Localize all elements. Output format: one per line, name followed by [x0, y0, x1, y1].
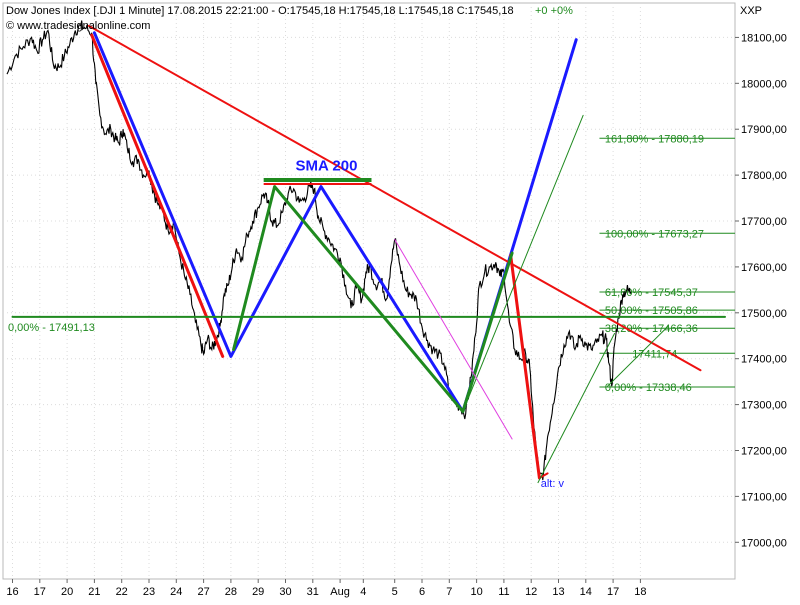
- x-tick-label: 16: [6, 586, 18, 598]
- x-tick-label: 29: [252, 586, 264, 598]
- y-tick-label: 17200,00: [741, 445, 787, 457]
- x-tick-label: 10: [470, 586, 482, 598]
- x-tick-label: 18: [634, 586, 646, 598]
- green-pattern-line: [232, 185, 514, 413]
- fib-level-label: 50,00% - 17505,86: [605, 305, 698, 317]
- currency-label: XXP: [740, 5, 762, 17]
- fib-level-label: 100,00% - 17673,27: [605, 228, 704, 240]
- x-tick-label: 24: [170, 586, 182, 598]
- y-tick-label: 17000,00: [741, 537, 787, 549]
- x-tick-label: 5: [392, 586, 398, 598]
- x-tick-label: 4: [360, 586, 366, 598]
- x-tick-label: 6: [419, 586, 425, 598]
- x-tick-label: 11: [498, 586, 509, 598]
- x-tick-label: 22: [116, 586, 128, 598]
- red-pattern-line: [87, 24, 702, 372]
- x-tick-label: 20: [61, 586, 73, 598]
- green-pattern-line: [537, 333, 615, 484]
- y-tick-label: 17300,00: [741, 400, 787, 412]
- y-tick-label: 18100,00: [741, 32, 787, 44]
- left-level-label: 0,00% - 17491,13: [8, 322, 95, 334]
- y-tick-label: 17600,00: [741, 262, 787, 274]
- y-tick-label: 17800,00: [741, 170, 787, 182]
- fib-level-label: 0,00% - 17338,46: [605, 382, 692, 394]
- x-tick-label: 7: [446, 586, 452, 598]
- y-tick-label: 17700,00: [741, 216, 787, 228]
- y-tick-label: 17900,00: [741, 124, 787, 136]
- x-tick-label: 28: [225, 586, 237, 598]
- x-tick-label: Aug: [330, 586, 350, 598]
- x-tick-label: 27: [197, 586, 209, 598]
- x-tick-label: 31: [307, 586, 319, 598]
- red-pattern-line: [90, 33, 225, 358]
- y-tick-label: 17500,00: [741, 308, 787, 320]
- annotation-label: alt: v: [541, 478, 565, 490]
- fib-level-label: 38,20% - 17466,36: [605, 323, 698, 335]
- plot-frame: [2, 2, 736, 580]
- x-tick-label: 14: [580, 586, 592, 598]
- x-tick-label: 23: [143, 586, 155, 598]
- watermark: © www.tradesignalonline.com: [6, 20, 150, 32]
- red-pattern-line: [509, 253, 541, 480]
- y-tick-label: 17400,00: [741, 354, 787, 366]
- y-tick-label: 18000,00: [741, 78, 787, 90]
- x-tick-label: 13: [552, 586, 564, 598]
- sma-label: SMA 200: [295, 158, 357, 175]
- pattern-layer: [11, 24, 726, 484]
- x-tick-label: 21: [88, 586, 100, 598]
- fib-level-label: 61,80% - 17545,37: [605, 287, 698, 299]
- x-tick-label: 17: [607, 586, 619, 598]
- green-pattern-line: [462, 114, 584, 412]
- x-tick-label: 30: [279, 586, 291, 598]
- y-tick-label: 17100,00: [741, 491, 787, 503]
- label-layer: SMA 200 alt: v: [295, 158, 564, 491]
- green-pattern-line: [607, 326, 669, 387]
- change-readout: +0 +0%: [535, 5, 573, 17]
- x-tick-label: 17: [34, 586, 46, 598]
- chart-title: Dow Jones Index [.DJI 1 Minute] 17.08.20…: [6, 5, 514, 17]
- magenta-pattern-line: [394, 238, 513, 440]
- fib-level-label: 161,80% - 17880,19: [605, 133, 704, 145]
- x-tick-label: 12: [525, 586, 537, 598]
